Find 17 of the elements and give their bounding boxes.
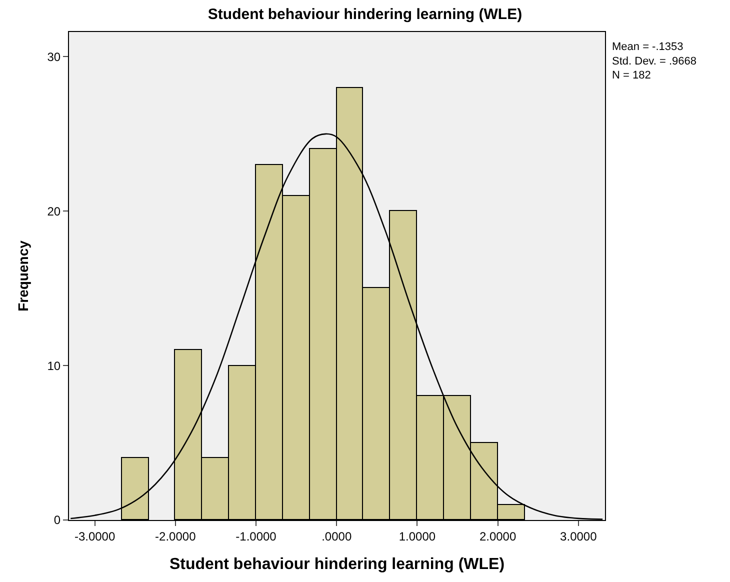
chart-title: Student behaviour hindering learning (WLE) [208, 6, 522, 24]
y-tick-label: 30 [47, 50, 61, 64]
y-axis-title: Frequency [14, 240, 31, 312]
y-tick-label: 0 [54, 513, 61, 528]
text: Std. Dev. = .9668 [612, 55, 696, 68]
x-tick-label: .0000 [322, 529, 352, 544]
x-tick-label: -1.0000 [236, 529, 277, 544]
x-tick-label: 1.0000 [398, 529, 436, 544]
y-tick-label: 20 [47, 204, 61, 218]
text: N = 182 [612, 70, 651, 82]
x-tick-label: 2.0000 [479, 529, 516, 544]
x-tick-label: 3.0000 [560, 529, 598, 544]
x-axis-title: Student behaviour hindering learning (WLE) [169, 556, 505, 574]
x-tick-label: -3.0000 [74, 529, 116, 544]
x-tick-label: -2.0000 [155, 529, 196, 544]
y-tick-label: 10 [47, 358, 61, 373]
text: Mean = -.1353 [612, 41, 684, 53]
